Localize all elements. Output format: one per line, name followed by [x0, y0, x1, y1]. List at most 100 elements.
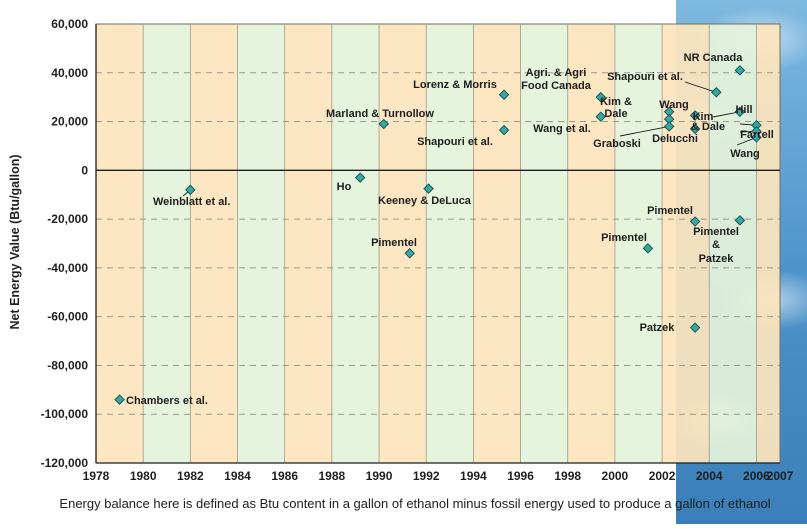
point-label: & Dale [691, 121, 725, 133]
band-3 [237, 24, 285, 463]
axes [95, 24, 780, 464]
x-tick-label: 1980 [130, 469, 157, 483]
point-label: Shapouri et al. [417, 136, 493, 148]
y-tick-label: -20,000 [47, 212, 88, 226]
band-6 [379, 24, 427, 463]
point-label: Pimentel [601, 232, 647, 244]
x-tick-label: 2004 [696, 469, 723, 483]
band-7 [426, 24, 474, 463]
point-label: Pimentel [693, 226, 739, 238]
band-14 [756, 24, 780, 463]
data-point [642, 243, 654, 254]
band-13 [709, 24, 757, 463]
point-label: Pimentel [371, 237, 417, 249]
data-point [689, 123, 701, 135]
x-tick-label: 1988 [319, 469, 346, 483]
point-label: Wang et al. [533, 123, 591, 135]
x-tick-label: 2002 [649, 469, 676, 483]
x-tick-label: 2000 [602, 469, 629, 483]
point-label: Shapouri et al. [607, 71, 683, 83]
data-point [423, 183, 434, 194]
data-point [734, 65, 746, 76]
band-4 [284, 24, 332, 463]
data-point [354, 172, 366, 183]
data-points [114, 65, 762, 405]
point-label: Food Canada [521, 80, 592, 92]
band-1 [143, 24, 191, 463]
point-label: Kim & [600, 96, 632, 108]
tick-labels: 60,000 40,000 20,000 0 -20,000 -40,000 -60,000… [41, 17, 794, 483]
y-tick-label: 60,000 [51, 17, 88, 31]
x-tick-label: 1996 [507, 469, 534, 483]
data-point [689, 216, 701, 227]
point-label: Wang [659, 99, 689, 111]
y-tick-label: -40,000 [47, 261, 88, 275]
point-label: Kim [693, 111, 714, 123]
x-tick-label: 2007 [767, 469, 794, 483]
point-label: Hill [735, 104, 752, 116]
band-10 [567, 24, 615, 463]
y-tick-label: -100,000 [41, 407, 89, 421]
data-point [595, 111, 606, 122]
y-tick-label: -60,000 [47, 310, 88, 324]
point-label: Agri. & Agri [526, 67, 587, 79]
point-label: Graboski [593, 138, 641, 150]
point-label: & [712, 239, 720, 251]
point-label: Marland & Turnollow [326, 108, 434, 120]
data-point [114, 394, 125, 405]
gridlines [96, 24, 780, 463]
point-label: Ho [337, 181, 352, 193]
data-point [689, 322, 701, 333]
data-point [498, 89, 510, 100]
data-point [734, 215, 746, 226]
band-12 [662, 24, 710, 463]
point-label: Pimentel [647, 205, 693, 217]
band-0 [96, 24, 144, 463]
x-axis-caption: Energy balance here is defined as Btu co… [59, 496, 770, 511]
x-tick-label: 1982 [177, 469, 204, 483]
band-9 [520, 24, 568, 463]
x-tick-label: 1998 [554, 469, 581, 483]
data-point [498, 124, 510, 136]
point-labels: Chambers et al. Weinblatt et al. Ho Marland… [126, 52, 774, 407]
point-label: NR Canada [684, 52, 744, 64]
band-5 [331, 24, 380, 463]
point-label: Chambers et al. [126, 395, 208, 407]
leader-shapouri-2004 [684, 81, 717, 93]
point-label: Patzek [640, 322, 676, 334]
x-tick-label: 1990 [366, 469, 393, 483]
data-point [751, 132, 762, 143]
point-label: Delucchi [652, 133, 698, 145]
y-tick-label: -80,000 [47, 358, 88, 372]
cloud-4 [190, 0, 270, 22]
y-tick-label: 20,000 [51, 115, 88, 129]
data-point [404, 248, 415, 259]
point-label: Dale [604, 108, 627, 120]
x-tick-label: 1992 [413, 469, 440, 483]
x-tick-label: 1984 [224, 469, 251, 483]
data-point [378, 118, 389, 130]
point-label: Wang [730, 148, 760, 160]
y-tick-label: -120,000 [41, 456, 89, 470]
data-point [689, 110, 701, 121]
band-2 [190, 24, 238, 463]
data-point [711, 87, 722, 98]
point-label: Lorenz & Morris [413, 79, 497, 91]
point-label: Keeney & DeLuca [378, 195, 472, 207]
data-point [185, 184, 196, 196]
x-tick-label: 1978 [83, 469, 110, 483]
band-11 [614, 24, 663, 463]
y-tick-label: 0 [81, 163, 88, 177]
point-label: Patzek [699, 253, 735, 265]
leader-kim-dale-2005 [712, 111, 740, 118]
point-label: Farrell [740, 129, 774, 141]
data-point [663, 121, 675, 132]
year-bands [95, 23, 781, 464]
data-point [734, 106, 746, 118]
x-tick-label: 2006 [743, 469, 770, 483]
x-tick-label: 1994 [460, 469, 487, 483]
x-tick-label: 1986 [271, 469, 298, 483]
band-8 [473, 24, 521, 463]
data-point [595, 91, 606, 103]
